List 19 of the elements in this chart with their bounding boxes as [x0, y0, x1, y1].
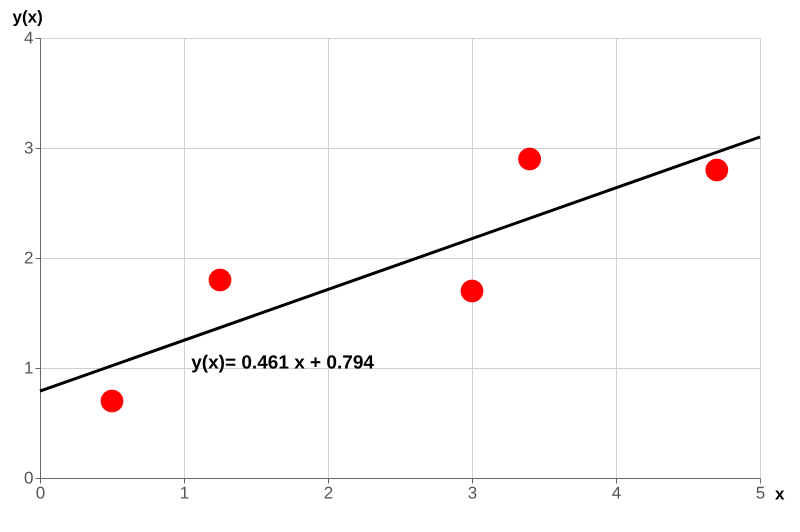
x-tick-label: 5	[756, 484, 766, 502]
y-axis-title: y(x)	[12, 8, 43, 26]
point	[208, 268, 232, 292]
x-tick-label: 3	[468, 484, 478, 502]
x-tick-label: 4	[612, 484, 622, 502]
point	[705, 158, 728, 182]
point	[460, 280, 484, 302]
x-tick-label: 0	[36, 484, 46, 502]
x-axis-title: x	[775, 484, 786, 504]
annotation: y(x)= 0.461 x + 0.794	[191, 352, 374, 374]
y-tick-label: 1	[24, 358, 34, 378]
point	[518, 148, 541, 170]
x-tick-label: 1	[180, 484, 190, 502]
y-tick-label: 4	[24, 28, 34, 48]
x-tick-label: 2	[324, 484, 334, 502]
y-tick-label: 0	[24, 468, 34, 488]
y-tick-label: 3	[24, 138, 34, 158]
y-tick-label: 2	[24, 248, 34, 268]
point	[100, 390, 124, 412]
